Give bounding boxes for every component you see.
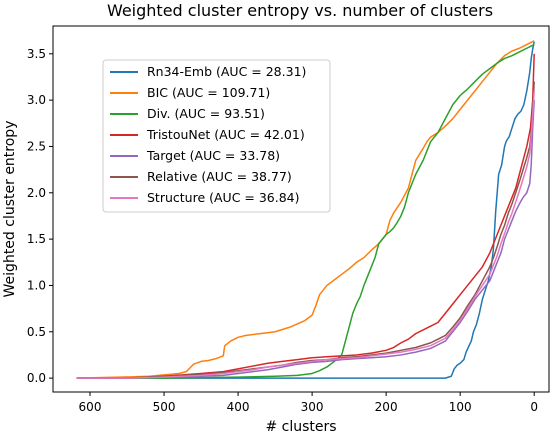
- y-tick-label: 2.5: [27, 139, 46, 153]
- x-tick-label: 200: [375, 400, 398, 414]
- x-tick-label: 400: [227, 400, 250, 414]
- x-tick-label: 100: [449, 400, 472, 414]
- legend-entry-label: Rn34-Emb (AUC = 28.31): [147, 64, 306, 79]
- y-tick-label: 3.5: [27, 47, 46, 61]
- legend-entry-label: Structure (AUC = 36.84): [147, 190, 300, 205]
- y-tick-label: 2.0: [27, 186, 46, 200]
- legend-entry-label: BIC (AUC = 109.71): [147, 85, 270, 100]
- series-layer: [76, 40, 535, 379]
- legend-frame: [102, 59, 331, 213]
- legend: Rn34-Emb (AUC = 28.31) BIC (AUC = 109.71)…: [102, 59, 331, 213]
- legend-entry-label: Relative (AUC = 38.77): [147, 169, 292, 184]
- x-tick-label: 300: [301, 400, 324, 414]
- series-line-2: [76, 43, 535, 379]
- legend-entry-label: Target (AUC = 33.78): [146, 148, 280, 163]
- chart-title: Weighted cluster entropy vs. number of c…: [107, 1, 493, 20]
- x-axis-label: # clusters: [265, 419, 336, 433]
- y-axis-ticks: 0.0 0.5 1.0 1.5 2.0 2.5 3.0 3.5: [27, 47, 53, 385]
- series-line-1: [76, 40, 535, 379]
- legend-entry-label: TristouNet (AUC = 42.01): [146, 127, 305, 142]
- series-line-6: [76, 90, 535, 379]
- x-tick-label: 600: [79, 400, 102, 414]
- legend-entries: Rn34-Emb (AUC = 28.31) BIC (AUC = 109.71)…: [110, 64, 306, 205]
- legend-entry-label: Div. (AUC = 93.51): [147, 106, 265, 121]
- y-tick-label: 1.0: [27, 278, 46, 292]
- series-line-3: [76, 53, 535, 379]
- plot-frame: [52, 25, 550, 393]
- y-tick-label: 1.5: [27, 232, 46, 246]
- y-tick-label: 0.5: [27, 325, 46, 339]
- x-axis-ticks: 600 500 400 300 200 100 0: [79, 392, 538, 414]
- y-tick-label: 0.0: [27, 371, 46, 385]
- x-tick-label: 0: [530, 400, 538, 414]
- series-line-4: [76, 100, 535, 379]
- x-tick-label: 500: [153, 400, 176, 414]
- y-axis-label: Weighted cluster entropy: [2, 121, 18, 298]
- series-line-0: [76, 41, 535, 379]
- y-tick-label: 3.0: [27, 93, 46, 107]
